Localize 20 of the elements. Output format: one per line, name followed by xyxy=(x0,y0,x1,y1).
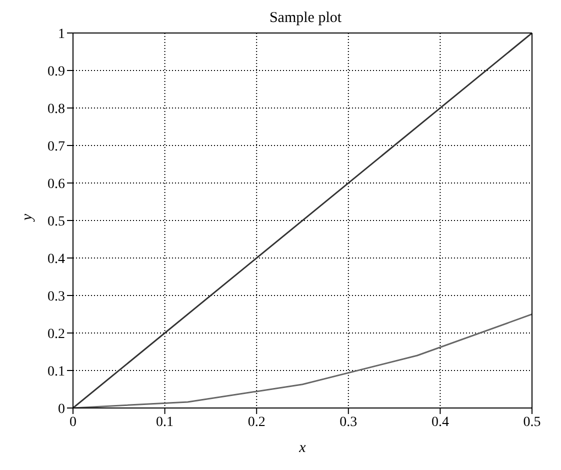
x-tick-label: 0.2 xyxy=(248,414,266,430)
y-tick-label: 0.6 xyxy=(48,176,65,192)
x-tick-label: 0.3 xyxy=(340,414,358,430)
y-tick-label: 0 xyxy=(58,402,65,417)
x-tick-label: 0 xyxy=(70,414,76,430)
y-tick-label: 0.4 xyxy=(48,252,65,267)
x-tick-label: 0.5 xyxy=(523,414,541,430)
y-tick-label: 0.1 xyxy=(48,364,65,380)
x-tick-label: 0.4 xyxy=(431,414,449,430)
y-tick-label: 0.9 xyxy=(48,64,65,80)
y-tick-label: 0.7 xyxy=(48,139,65,154)
x-axis-title: x xyxy=(298,440,306,456)
x-tick-label: 0.1 xyxy=(156,414,174,430)
y-tick-label: 1 xyxy=(58,26,65,42)
y-tick-label: 0.3 xyxy=(48,289,65,304)
chart-title: Sample plot xyxy=(268,9,343,28)
y-tick-label: 0.5 xyxy=(48,214,65,230)
y-tick-label: 0.2 xyxy=(48,326,65,342)
y-axis-title: y xyxy=(19,214,36,222)
y-tick-label: 0.8 xyxy=(48,102,65,117)
